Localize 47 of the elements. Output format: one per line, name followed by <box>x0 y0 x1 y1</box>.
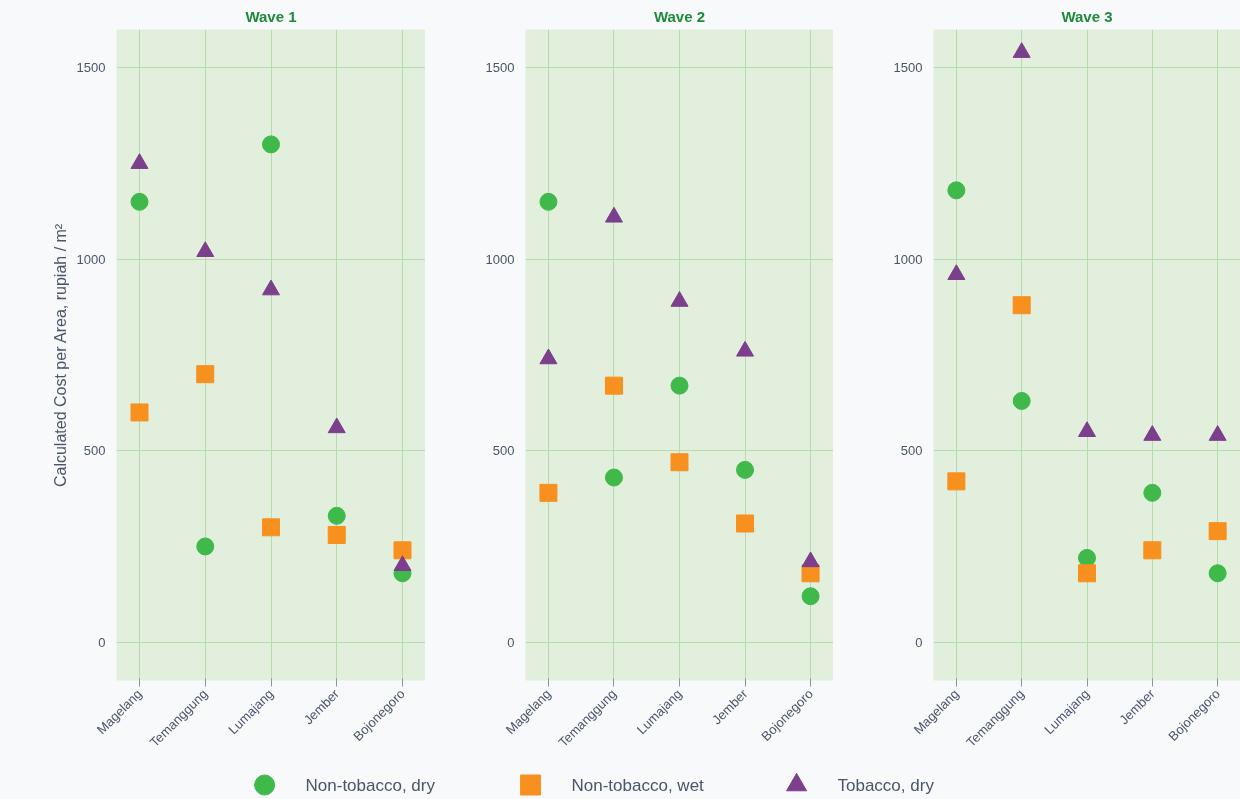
point <box>1012 42 1031 58</box>
y-tick-label: 0 <box>915 634 923 650</box>
y-tick-label: 0 <box>507 634 515 650</box>
point <box>947 181 966 200</box>
point <box>1012 391 1031 410</box>
point <box>130 153 149 169</box>
point <box>1143 425 1162 441</box>
y-tick-label: 1500 <box>485 60 515 76</box>
point <box>262 135 280 154</box>
point <box>1208 425 1227 441</box>
point <box>327 525 346 544</box>
y-tick-label: 500 <box>492 443 515 459</box>
chart-title: Wave 2 <box>653 7 706 25</box>
point <box>1078 421 1096 437</box>
point <box>130 192 149 211</box>
point <box>1143 541 1162 560</box>
point <box>1012 296 1031 315</box>
point <box>1208 564 1227 583</box>
point <box>262 279 280 296</box>
point <box>1208 522 1227 541</box>
y-tick-label: 500 <box>83 443 106 459</box>
y-tick-label: 1000 <box>76 251 106 267</box>
point <box>327 506 346 525</box>
point <box>393 541 412 560</box>
point <box>1078 564 1096 583</box>
chart-title: Wave 1 <box>245 7 297 25</box>
point <box>196 241 215 258</box>
y-tick-label: 1000 <box>893 251 923 267</box>
y-tick-label: 0 <box>98 634 106 650</box>
point <box>1143 483 1162 502</box>
y-axis-title: Calculated Cost per Area, rupiah / m² <box>51 223 69 488</box>
point <box>947 472 966 491</box>
y-tick-label: 1000 <box>485 251 515 267</box>
y-tick-label: 500 <box>900 443 923 459</box>
point <box>196 537 215 556</box>
point <box>130 403 149 422</box>
point <box>196 365 215 384</box>
y-tick-label: 1500 <box>893 60 923 76</box>
legend-label: Tobacco, dry <box>837 775 935 795</box>
y-tick-label: 1500 <box>76 60 106 76</box>
legend-label: Non-tobacco, wet <box>571 775 705 795</box>
point <box>947 264 966 280</box>
point <box>1078 548 1096 567</box>
chart-title: Wave 3 <box>1061 7 1113 25</box>
point <box>327 417 346 434</box>
point <box>262 518 280 537</box>
legend-label: Non-tobacco, dry <box>305 775 436 795</box>
